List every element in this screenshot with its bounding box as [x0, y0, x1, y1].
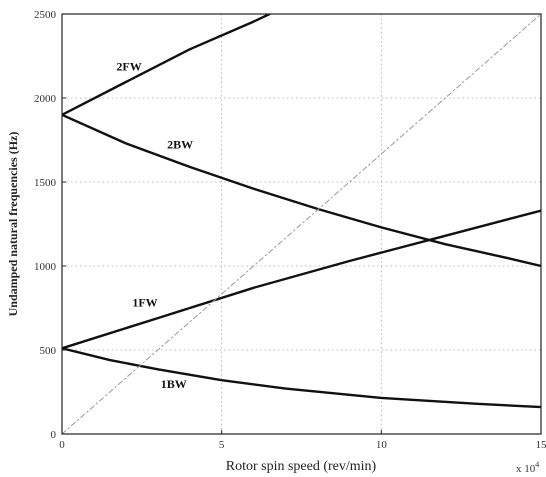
axis-ticks: 0 5 10 15 0 500 1000 1500 2000 2500 — [34, 9, 546, 451]
series-label-2bw: 2BW — [167, 137, 193, 151]
x-tick-label: 15 — [536, 439, 546, 451]
x-tick-label: 0 — [59, 439, 65, 451]
series-line-2bw — [62, 113, 541, 268]
grid — [62, 14, 541, 434]
x-axis-exponent: x 104 — [516, 460, 539, 475]
y-tick-label: 2000 — [34, 93, 57, 105]
y-tick-label: 1000 — [34, 261, 57, 273]
x-axis-title: Rotor spin speed (rev/min) — [226, 459, 377, 474]
series-label-1fw: 1FW — [132, 295, 157, 309]
series-label-2fw: 2FW — [116, 59, 141, 73]
series-line-2fw — [62, 14, 271, 117]
y-tick-label: 500 — [40, 345, 57, 357]
x-axis-exponent-power: 4 — [535, 460, 539, 469]
x-tick-label: 5 — [219, 439, 225, 451]
series-line-1bw — [62, 347, 541, 409]
y-tick-label: 2500 — [34, 9, 57, 21]
series-lines — [62, 14, 541, 434]
x-axis-exponent-base: x 10 — [516, 463, 536, 475]
x-tick-label: 10 — [376, 439, 388, 451]
y-tick-label: 0 — [51, 429, 57, 441]
y-tick-label: 1500 — [34, 177, 57, 189]
series-label-1bw: 1BW — [161, 377, 187, 391]
series-line-1fw — [62, 209, 541, 350]
plot-frame — [61, 13, 542, 435]
y-axis-title: Undamped natural frequencies (Hz) — [6, 132, 20, 317]
series-labels: 2FW 2BW 1FW 1BW — [116, 59, 193, 391]
